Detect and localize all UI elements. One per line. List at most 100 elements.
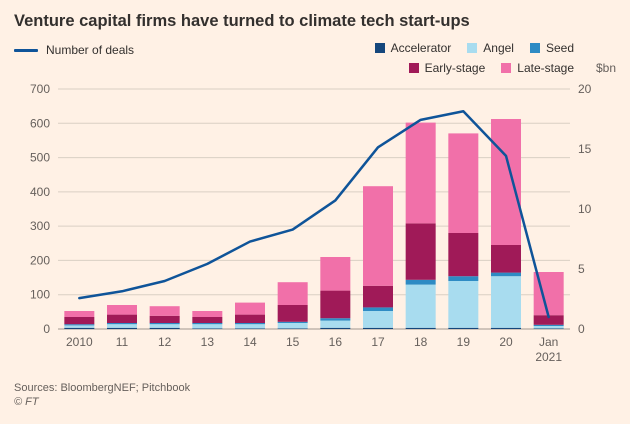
- bar-segment: [107, 323, 137, 325]
- bar-segment: [448, 133, 479, 233]
- bar-legend-row-2: Early-stage Late-stage $bn: [408, 61, 616, 75]
- svg-text:600: 600: [30, 116, 50, 130]
- bar-segment: [192, 317, 223, 323]
- svg-text:11: 11: [116, 335, 129, 349]
- legend-item-angel: Angel: [467, 41, 514, 55]
- bar-segment: [405, 279, 436, 285]
- legend-item-accelerator: Accelerator: [374, 41, 452, 55]
- bar-segment: [533, 324, 564, 326]
- svg-text:20: 20: [578, 82, 592, 96]
- line-legend: Number of deals: [14, 41, 134, 57]
- legend-label-angel: Angel: [483, 41, 514, 55]
- legend-swatch-late: [501, 63, 512, 73]
- bar-segment: [491, 245, 521, 273]
- legend-swatch-seed: [529, 43, 540, 53]
- svg-text:Jan: Jan: [539, 335, 558, 349]
- chart-canvas: 0 100 200 300 400 500 600 700 0 5 10 15 20 2010 11 12 13…: [30, 82, 592, 364]
- bar-segment: [320, 290, 351, 319]
- svg-text:15: 15: [578, 142, 592, 156]
- svg-text:0: 0: [43, 322, 50, 336]
- bar-segment: [405, 327, 436, 329]
- bar-segment: [192, 323, 223, 325]
- bar-segment: [107, 324, 137, 328]
- bar-segment: [448, 233, 479, 277]
- bar-segment: [64, 317, 95, 325]
- bar-segment: [235, 302, 265, 315]
- svg-text:500: 500: [30, 151, 50, 165]
- bar-segment: [64, 327, 95, 329]
- svg-text:13: 13: [201, 335, 215, 349]
- right-axis-labels: 0 5 10 15 20: [578, 82, 592, 336]
- svg-text:400: 400: [30, 185, 50, 199]
- bar-segment: [363, 327, 393, 329]
- bar-segment: [277, 323, 308, 329]
- chart-title: Venture capital firms have turned to cli…: [14, 12, 470, 30]
- bar-segment: [533, 315, 564, 325]
- bar-segment: [320, 327, 351, 329]
- bar-segment: [149, 327, 180, 329]
- ft-credit: © FT: [14, 396, 39, 408]
- svg-text:700: 700: [30, 82, 50, 96]
- bar-segment: [64, 325, 95, 328]
- svg-text:19: 19: [457, 335, 471, 349]
- sources-note: Sources: BloombergNEF; Pitchbook: [14, 382, 191, 394]
- bar-segment: [491, 276, 521, 328]
- legend-swatch-accelerator: [374, 43, 385, 53]
- legend-item-seed: Seed: [529, 41, 574, 55]
- bar-segment: [363, 311, 393, 328]
- deals-line: [78, 110, 550, 319]
- svg-text:17: 17: [371, 335, 385, 349]
- bar-segment: [107, 327, 137, 329]
- svg-text:14: 14: [243, 335, 257, 349]
- right-axis-unit-label: $bn: [595, 61, 616, 75]
- bar-segment: [533, 326, 564, 329]
- bar-segment: [235, 314, 265, 323]
- bar-segment: [533, 328, 564, 329]
- legend-label-early-stage: Early-stage: [424, 61, 486, 75]
- bar-segment: [405, 122, 436, 224]
- bar-legend: Accelerator Angel Seed Early-stage: [374, 41, 616, 75]
- bar-segment: [320, 257, 351, 291]
- legend-swatch-early: [408, 63, 419, 73]
- legend-item-early-stage: Early-stage: [408, 61, 486, 75]
- bar-segment: [448, 281, 479, 328]
- svg-text:2021: 2021: [535, 350, 562, 364]
- svg-text:300: 300: [30, 219, 50, 233]
- legend-label-accelerator: Accelerator: [390, 41, 452, 55]
- legend: Number of deals Accelerator Angel Seed: [14, 41, 616, 75]
- bar-segment: [448, 276, 479, 281]
- bar-segment: [192, 324, 223, 329]
- bar-segment: [405, 223, 436, 280]
- svg-text:16: 16: [329, 335, 343, 349]
- bar-segment: [320, 320, 351, 328]
- legend-label-seed: Seed: [545, 41, 574, 55]
- bar-segment: [192, 311, 223, 317]
- bar-segment: [107, 314, 137, 323]
- bar-segment: [64, 311, 95, 317]
- bar-segment: [363, 186, 393, 286]
- bar-segment: [363, 285, 393, 308]
- bar-segment: [277, 328, 308, 329]
- legend-swatch-angel: [467, 43, 478, 53]
- bar-segment: [448, 327, 479, 329]
- svg-text:12: 12: [158, 335, 172, 349]
- svg-text:5: 5: [578, 262, 585, 276]
- chart-footer: Sources: BloombergNEF; Pitchbook © FT: [14, 382, 616, 408]
- stacked-bars: [64, 119, 564, 329]
- bar-segment: [107, 305, 137, 315]
- svg-text:200: 200: [30, 253, 50, 267]
- svg-text:10: 10: [578, 202, 592, 216]
- bar-segment: [405, 284, 436, 328]
- bar-segment: [149, 324, 180, 328]
- line-legend-label: Number of deals: [46, 43, 135, 57]
- bar-segment: [192, 328, 223, 329]
- svg-text:15: 15: [286, 335, 300, 349]
- bar-legend-row-1: Accelerator Angel Seed: [374, 41, 616, 55]
- bar-segment: [277, 305, 308, 322]
- left-axis-labels: 0 100 200 300 400 500 600 700: [30, 82, 50, 336]
- bar-segment: [363, 307, 393, 311]
- bar-segment: [277, 321, 308, 323]
- bar-segment: [320, 318, 351, 321]
